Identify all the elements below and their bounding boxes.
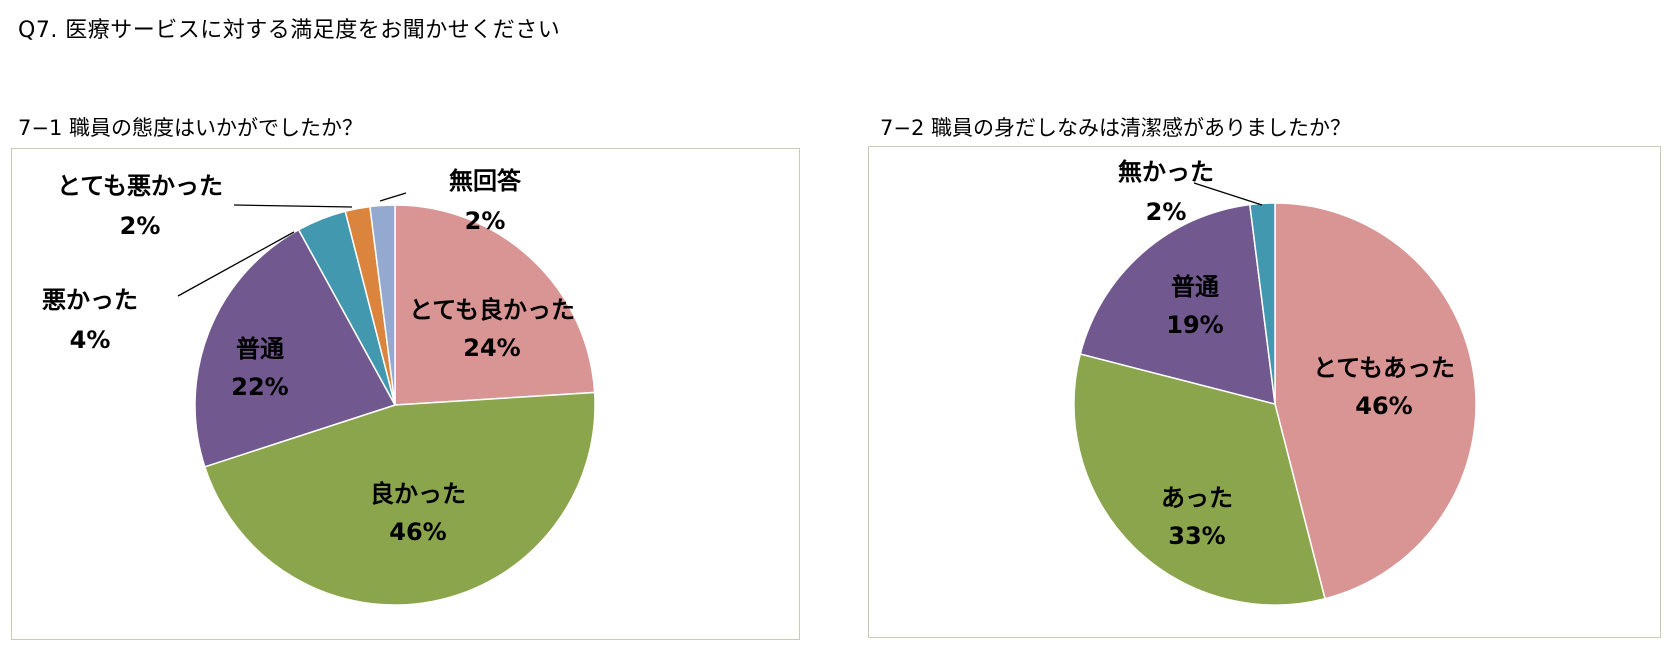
chart-1-slice-value-4: 4% xyxy=(70,326,111,354)
chart-2-slice-value-2: 33% xyxy=(1168,522,1225,550)
chart-2-leader-line-4 xyxy=(1193,182,1263,206)
chart-1-slice-value-1: 24% xyxy=(463,334,520,362)
chart-1-slice-value-3: 22% xyxy=(231,373,288,401)
chart-2-slice-value-1: 46% xyxy=(1355,392,1412,420)
chart-1-slice-2 xyxy=(203,391,596,606)
chart-2-title: 7−2 職員の身だしなみは清潔感がありましたか？ xyxy=(880,116,1351,140)
chart-1-slice-3 xyxy=(194,228,397,468)
chart-1-leader-line-5 xyxy=(233,204,353,208)
chart-2-slice-label-3: 普通 xyxy=(1171,273,1219,301)
chart-1-slice-label-1: とても良かった xyxy=(409,296,575,324)
chart-2-slice-4 xyxy=(1248,202,1276,405)
chart-1-leader-line-4 xyxy=(177,231,295,297)
chart-1-slice-label-3: 普通 xyxy=(236,335,284,363)
chart-2-slice-label-4: 無かった xyxy=(1118,158,1214,186)
chart-2-slice-1 xyxy=(1274,202,1477,600)
chart-1-slice-label-6: 無回答 xyxy=(449,167,522,195)
chart-2-slice-2 xyxy=(1073,353,1326,606)
page-title: Q7. 医療サービスに対する満足度をお聞かせください xyxy=(18,18,561,43)
chart-1-slice-label-2: 良かった xyxy=(370,480,466,508)
chart-2-slice-label-1: とてもあった xyxy=(1313,354,1455,382)
chart-2-slice-value-4: 2% xyxy=(1146,198,1187,226)
chart-1-leader-line-6 xyxy=(379,192,407,202)
chart-1-slice-value-5: 2% xyxy=(120,212,161,240)
chart-2-slice-3 xyxy=(1079,203,1276,406)
chart-1-title: 7−1 職員の態度はいかがでしたか？ xyxy=(18,116,363,140)
chart-1-slice-label-4: 悪かった xyxy=(42,286,138,314)
chart-1-slice-1 xyxy=(394,204,596,406)
chart-2-slice-label-2: あった xyxy=(1161,484,1233,512)
chart-1-slice-label-5: とても悪かった xyxy=(57,172,223,200)
chart-1-slice-6 xyxy=(369,204,396,406)
chart-1-slice-value-6: 2% xyxy=(465,207,506,235)
chart-2-slice-value-3: 19% xyxy=(1166,311,1223,339)
chart-1-slice-value-2: 46% xyxy=(389,518,446,546)
